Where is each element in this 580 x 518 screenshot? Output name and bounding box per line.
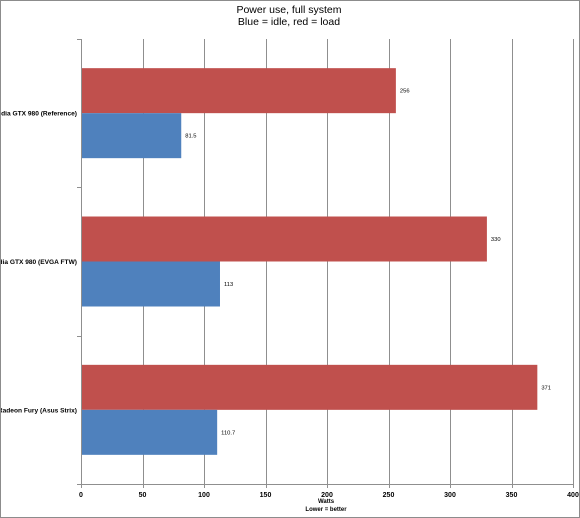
axis-layer: [77, 39, 574, 488]
x-tick-label: 300: [444, 492, 456, 499]
x-tick-label: 0: [79, 492, 83, 499]
x-tick-label: 400: [567, 492, 579, 499]
data-label-load: 371: [541, 385, 551, 391]
data-label-idle: 113: [224, 282, 233, 288]
bar-idle: [81, 113, 182, 159]
x-axis-label: Watts: [318, 499, 335, 505]
bar-load: [81, 68, 396, 114]
category-label: Nvidia GTX 980 (Reference): [1, 111, 77, 118]
x-axis-note: Lower = better: [305, 507, 347, 513]
x-tick-label: 200: [321, 492, 333, 499]
data-label-load: 256: [400, 89, 410, 95]
bar-load: [81, 364, 538, 410]
text-layer: Power use, full system Blue = idle, red …: [1, 4, 579, 513]
data-label-idle: 81.5: [185, 134, 196, 140]
category-label: Nvidia GTX 980 (EVGA FTW): [1, 259, 77, 266]
data-label-load: 330: [491, 237, 501, 243]
x-tick-label: 350: [506, 492, 518, 499]
bar-load: [81, 216, 487, 262]
chart-title: Power use, full system: [236, 4, 341, 16]
x-tick-label: 50: [139, 492, 147, 499]
category-label: AMD Radeon Fury (Asus Strix): [1, 407, 77, 414]
data-label-idle: 110.7: [221, 430, 235, 436]
bar-idle: [81, 409, 218, 455]
x-tick-label: 100: [198, 492, 210, 499]
x-tick-label: 150: [260, 492, 272, 499]
chart-subtitle: Blue = idle, red = load: [238, 16, 340, 28]
x-tick-label: 250: [383, 492, 395, 499]
bar-idle: [81, 261, 220, 307]
bar-layer: [81, 68, 538, 455]
